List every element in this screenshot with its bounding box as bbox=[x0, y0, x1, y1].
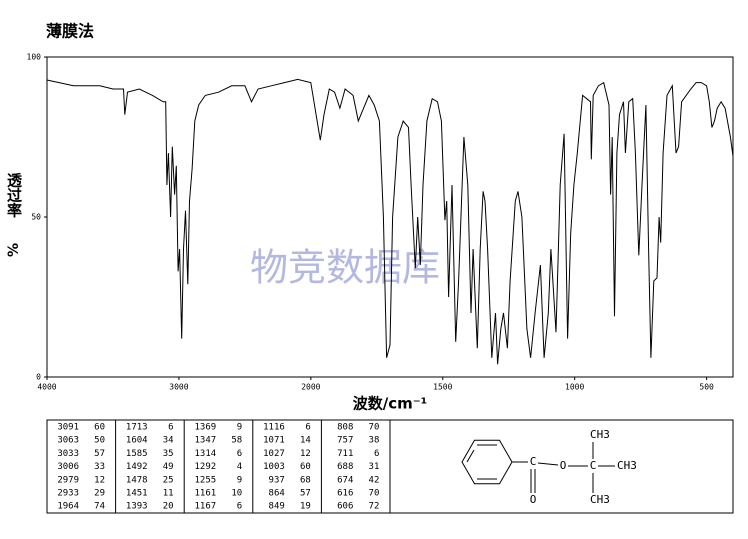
peak-wavenumber: 1585 bbox=[126, 449, 148, 459]
peak-wavenumber: 1027 bbox=[263, 449, 285, 459]
peak-transmittance: 74 bbox=[94, 502, 105, 512]
peak-wavenumber: 937 bbox=[269, 475, 285, 485]
x-tick-label: 1000 bbox=[565, 383, 584, 392]
y-tick-label: 50 bbox=[31, 213, 41, 222]
peak-transmittance: 72 bbox=[369, 502, 380, 512]
x-tick-label: 1500 bbox=[433, 383, 452, 392]
peak-wavenumber: 1071 bbox=[263, 436, 285, 446]
peak-transmittance: 70 bbox=[369, 423, 380, 433]
peak-wavenumber: 3006 bbox=[57, 462, 79, 472]
peak-transmittance: 31 bbox=[369, 462, 380, 472]
peak-wavenumber: 757 bbox=[337, 436, 353, 446]
y-axis-label: 透过率 bbox=[5, 173, 23, 219]
y-tick-label: 100 bbox=[27, 53, 42, 62]
peak-wavenumber: 606 bbox=[337, 502, 353, 512]
peak-transmittance: 12 bbox=[300, 449, 311, 459]
x-tick-label: 2000 bbox=[301, 383, 320, 392]
peak-transmittance: 57 bbox=[300, 489, 311, 499]
peak-wavenumber: 1604 bbox=[126, 436, 148, 446]
peak-transmittance: 12 bbox=[94, 475, 105, 485]
x-tick-label: 3000 bbox=[169, 383, 188, 392]
atom-label: CH3 bbox=[617, 459, 637, 472]
peak-transmittance: 33 bbox=[94, 462, 105, 472]
peak-wavenumber: 688 bbox=[337, 462, 353, 472]
chart-title: 薄膜法 bbox=[46, 22, 94, 41]
atom-label: O bbox=[530, 493, 537, 506]
peak-wavenumber: 1478 bbox=[126, 475, 148, 485]
peak-transmittance: 42 bbox=[369, 475, 380, 485]
peak-wavenumber: 616 bbox=[337, 489, 353, 499]
x-tick-label: 4000 bbox=[37, 383, 56, 392]
peak-wavenumber: 3091 bbox=[57, 423, 79, 433]
peak-transmittance: 34 bbox=[163, 436, 174, 446]
peak-wavenumber: 1369 bbox=[195, 423, 217, 433]
peak-wavenumber: 1003 bbox=[263, 462, 285, 472]
peak-wavenumber: 1347 bbox=[195, 436, 217, 446]
atom-label: CH3 bbox=[590, 428, 610, 441]
peak-wavenumber: 1393 bbox=[126, 502, 148, 512]
structure bbox=[461, 439, 615, 493]
peak-wavenumber: 1713 bbox=[126, 423, 148, 433]
peak-wavenumber: 1292 bbox=[195, 462, 217, 472]
peak-wavenumber: 1451 bbox=[126, 489, 148, 499]
peak-transmittance: 4 bbox=[237, 462, 242, 472]
peak-transmittance: 58 bbox=[231, 436, 242, 446]
peak-wavenumber: 808 bbox=[337, 423, 353, 433]
peak-wavenumber: 3063 bbox=[57, 436, 79, 446]
peak-transmittance: 20 bbox=[163, 502, 174, 512]
peak-transmittance: 38 bbox=[369, 436, 380, 446]
benzene-ring bbox=[461, 439, 513, 485]
peak-transmittance: 6 bbox=[374, 449, 379, 459]
peak-transmittance: 10 bbox=[231, 489, 242, 499]
peak-wavenumber: 674 bbox=[337, 475, 353, 485]
peak-transmittance: 35 bbox=[163, 449, 174, 459]
peak-transmittance: 68 bbox=[300, 475, 311, 485]
peak-transmittance: 25 bbox=[163, 475, 174, 485]
atom-label: C bbox=[590, 459, 597, 472]
peak-transmittance: 6 bbox=[237, 449, 242, 459]
peak-transmittance: 6 bbox=[237, 502, 242, 512]
y-axis-unit: % bbox=[6, 243, 22, 257]
peak-wavenumber: 1161 bbox=[195, 489, 217, 499]
atom-label: CH3 bbox=[590, 493, 610, 506]
peak-transmittance: 6 bbox=[305, 423, 310, 433]
peak-transmittance: 9 bbox=[237, 475, 242, 485]
peak-transmittance: 6 bbox=[168, 423, 173, 433]
peak-wavenumber: 849 bbox=[269, 502, 285, 512]
peak-transmittance: 60 bbox=[94, 423, 105, 433]
peak-wavenumber: 2933 bbox=[57, 489, 79, 499]
peak-transmittance: 11 bbox=[163, 489, 174, 499]
peak-transmittance: 50 bbox=[94, 436, 105, 446]
double-bond bbox=[466, 449, 475, 463]
peak-wavenumber: 1314 bbox=[195, 449, 217, 459]
y-tick-label: 0 bbox=[36, 373, 41, 382]
peak-transmittance: 57 bbox=[94, 449, 105, 459]
peak-transmittance: 60 bbox=[300, 462, 311, 472]
peak-wavenumber: 1255 bbox=[195, 475, 217, 485]
bond bbox=[537, 462, 559, 466]
peak-transmittance: 70 bbox=[369, 489, 380, 499]
atom-label: O bbox=[560, 459, 567, 472]
peak-wavenumber: 1116 bbox=[263, 423, 285, 433]
peak-wavenumber: 2979 bbox=[57, 475, 79, 485]
watermark: 物竞数据库 bbox=[250, 246, 440, 290]
peak-wavenumber: 864 bbox=[269, 489, 285, 499]
peak-transmittance: 29 bbox=[94, 489, 105, 499]
spectrum-line bbox=[46, 78, 734, 365]
x-tick-label: 500 bbox=[699, 383, 714, 392]
atom-label: C bbox=[530, 455, 537, 468]
peak-transmittance: 19 bbox=[300, 502, 311, 512]
peak-wavenumber: 1964 bbox=[57, 502, 79, 512]
x-axis-label: 波数/cm⁻¹ bbox=[353, 395, 428, 413]
peak-wavenumber: 1167 bbox=[195, 502, 217, 512]
peak-wavenumber: 711 bbox=[337, 449, 353, 459]
peak-transmittance: 14 bbox=[300, 436, 311, 446]
peak-transmittance: 49 bbox=[163, 462, 174, 472]
peak-wavenumber: 1492 bbox=[126, 462, 148, 472]
peak-wavenumber: 3033 bbox=[57, 449, 79, 459]
peak-transmittance: 9 bbox=[237, 423, 242, 433]
